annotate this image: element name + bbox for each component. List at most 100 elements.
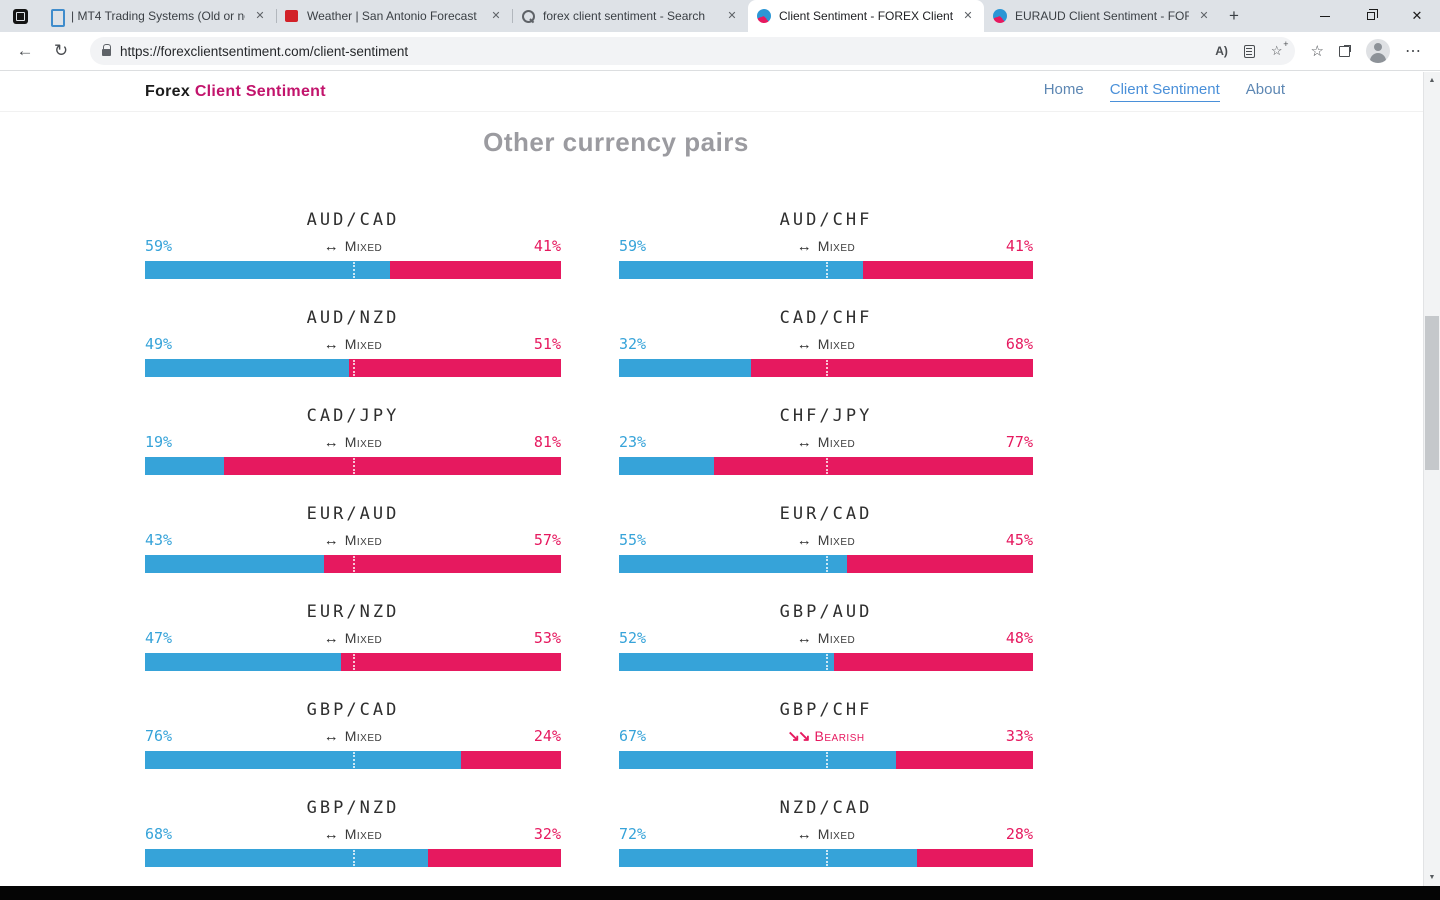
sentiment-label: Mixed — [817, 434, 856, 450]
sentiment-bar — [145, 653, 561, 671]
pair-name: EUR/NZD — [306, 602, 400, 622]
pair-block: GBP/AUD 52% ↔ Mixed 48% — [619, 602, 1033, 671]
url-text[interactable]: https://forexclientsentiment.com/client-… — [120, 43, 409, 59]
more-options-icon[interactable]: ⋯ — [1405, 43, 1422, 60]
tab-close-icon[interactable]: ✕ — [727, 10, 737, 22]
long-percent: 68% — [145, 825, 173, 843]
nav-link-home[interactable]: Home — [1043, 81, 1084, 98]
address-bar-actions: A) ☆ — [1215, 39, 1288, 59]
minimize-button[interactable] — [1302, 0, 1348, 32]
short-bar-segment — [340, 653, 561, 671]
mixed-arrows-icon: ↔ — [323, 531, 339, 549]
pair-stats-row: 32% ↔ Mixed 68% — [619, 333, 1033, 355]
pair-block: EUR/AUD 43% ↔ Mixed 57% — [145, 504, 561, 573]
tab-close-icon[interactable]: ✕ — [1199, 10, 1209, 22]
scroll-down-icon[interactable]: ▼ — [1428, 874, 1436, 881]
long-bar-segment — [145, 457, 225, 475]
mixed-arrows-icon: ↔ — [323, 727, 339, 745]
toolbar-right: ☆ ⋯ — [1309, 39, 1430, 63]
vertical-scrollbar[interactable]: ▲ ▼ — [1423, 72, 1440, 886]
short-bar-segment — [224, 457, 561, 475]
short-percent: 57% — [533, 531, 561, 549]
scroll-up-icon[interactable]: ▲ — [1428, 77, 1436, 84]
tab-close-icon[interactable]: ✕ — [491, 10, 501, 22]
section-title: Other currency pairs — [483, 127, 749, 157]
short-bar-segment — [863, 261, 1033, 279]
sentiment-label: Mixed — [344, 434, 383, 450]
pair-name: CAD/JPY — [306, 406, 400, 426]
pair-name: CHF/JPY — [779, 406, 873, 426]
refresh-button[interactable]: ↻ — [46, 36, 76, 66]
back-button[interactable]: ← — [10, 36, 40, 66]
sentiment-bar — [145, 359, 561, 377]
window-controls: ✕ — [1302, 0, 1440, 32]
browser-tab[interactable]: | MT4 Trading Systems (Old or ne ✕ — [40, 0, 276, 32]
long-bar-segment — [145, 653, 341, 671]
sentiment-label: Mixed — [817, 336, 856, 352]
address-bar[interactable]: https://forexclientsentiment.com/client-… — [90, 37, 1295, 65]
new-tab-button[interactable]: + — [1229, 6, 1239, 25]
short-percent: 41% — [533, 237, 561, 255]
immersive-reader-icon[interactable] — [1243, 44, 1255, 58]
read-aloud-icon[interactable]: A) — [1215, 44, 1228, 58]
browser-tab[interactable]: Client Sentiment - FOREX Client ✕ — [748, 0, 984, 32]
restore-button[interactable] — [1348, 0, 1394, 32]
short-percent: 53% — [533, 629, 561, 647]
nav-link-about[interactable]: About — [1245, 81, 1285, 98]
sentiment-bar — [619, 261, 1033, 279]
scrollbar-thumb[interactable] — [1425, 316, 1439, 470]
nav-link-client-sentiment[interactable]: Client Sentiment — [1109, 81, 1220, 102]
long-percent: 59% — [145, 237, 173, 255]
pair-stats-row: 55% ↔ Mixed 45% — [619, 529, 1033, 551]
short-percent: 51% — [533, 335, 561, 353]
long-bar-segment — [145, 261, 391, 279]
long-percent: 32% — [619, 335, 647, 353]
pair-block: CAD/JPY 19% ↔ Mixed 81% — [145, 406, 561, 475]
tab-close-icon[interactable]: ✕ — [255, 10, 265, 22]
short-bar-segment — [427, 849, 561, 867]
back-icon: ← — [16, 41, 34, 60]
tab-title: forex client sentiment - Search — [543, 9, 706, 23]
pair-block: GBP/CAD 76% ↔ Mixed 24% — [145, 700, 561, 769]
site-logo[interactable]: Forex Client Sentiment — [145, 83, 326, 101]
short-percent: 24% — [533, 727, 561, 745]
tab-actions-menu-button[interactable] — [0, 0, 40, 32]
tab-title: Weather | San Antonio Forecast — [307, 9, 477, 23]
long-bar-segment — [145, 751, 462, 769]
profile-avatar[interactable] — [1366, 39, 1390, 63]
long-bar-segment — [619, 359, 752, 377]
sentiment-bar — [145, 457, 561, 475]
pair-name: GBP/NZD — [306, 798, 400, 818]
tab-close-icon[interactable]: ✕ — [963, 10, 973, 22]
sentiment-indicator: ↔ Mixed — [797, 238, 856, 255]
mixed-arrows-icon: ↔ — [323, 335, 339, 353]
sentiment-bar — [145, 555, 561, 573]
minimize-icon — [1320, 15, 1330, 17]
close-button[interactable]: ✕ — [1394, 0, 1440, 32]
sentiment-bar — [145, 751, 561, 769]
pair-name: EUR/CAD — [779, 504, 873, 524]
browser-toolbar: ← ↻ https://forexclientsentiment.com/cli… — [0, 32, 1440, 71]
favorites-icon[interactable]: ☆ — [1310, 43, 1324, 60]
search-favicon-icon — [520, 8, 536, 24]
brand-forex: Forex — [145, 82, 191, 100]
mixed-arrows-icon: ↔ — [796, 335, 812, 353]
sentiment-label: Mixed — [344, 238, 383, 254]
pair-stats-row: 49% ↔ Mixed 51% — [145, 333, 561, 355]
short-percent: 48% — [1005, 629, 1033, 647]
lock-icon[interactable] — [102, 44, 111, 56]
browser-tab[interactable]: EURAUD Client Sentiment - FOR ✕ — [984, 0, 1220, 32]
browser-tab[interactable]: Weather | San Antonio Forecast ✕ — [276, 0, 512, 32]
long-bar-segment — [145, 359, 349, 377]
pair-block: CAD/CHF 32% ↔ Mixed 68% — [619, 308, 1033, 377]
pair-name: GBP/CAD — [306, 700, 400, 720]
bottom-black-bar — [0, 886, 1440, 900]
browser-tab[interactable]: forex client sentiment - Search ✕ — [512, 0, 748, 32]
add-favorite-icon[interactable]: ☆ — [1271, 39, 1288, 59]
collections-icon[interactable] — [1339, 45, 1351, 57]
sentiment-bar — [619, 653, 1033, 671]
pair-block: CHF/JPY 23% ↔ Mixed 77% — [619, 406, 1033, 475]
pair-stats-row: 47% ↔ Mixed 53% — [145, 627, 561, 649]
close-icon: ✕ — [1411, 8, 1423, 23]
